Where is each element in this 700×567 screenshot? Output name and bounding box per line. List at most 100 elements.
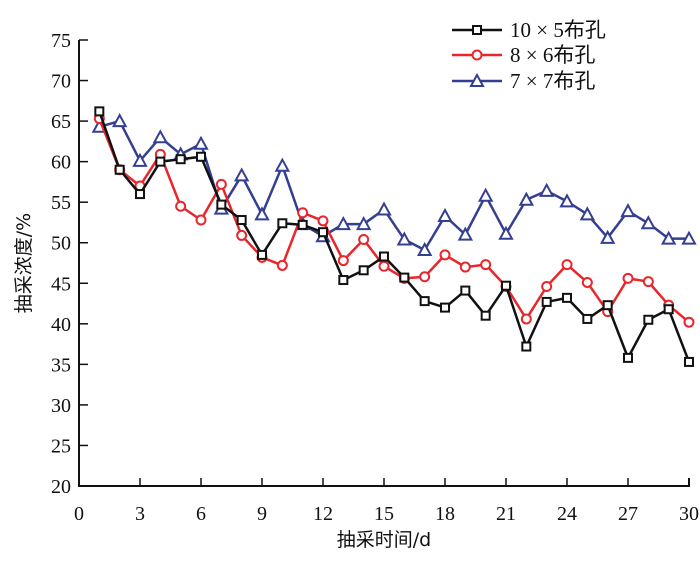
data-point-circle <box>215 178 227 190</box>
data-point-square <box>602 300 613 311</box>
data-point-triangle <box>518 191 535 206</box>
data-point-triangle <box>599 229 616 244</box>
data-point-square <box>440 302 450 313</box>
y-tick-label: 45 <box>51 273 71 295</box>
x-tick-label: 21 <box>496 503 516 525</box>
y-tick-label: 70 <box>51 71 71 93</box>
legend-square-marker-icon <box>472 25 482 35</box>
data-point-square <box>175 154 186 165</box>
data-point-square <box>399 272 410 283</box>
data-point-triangle <box>396 231 413 246</box>
y-tick-label: 40 <box>51 314 71 336</box>
data-point-square <box>521 341 532 352</box>
x-tick-label: 24 <box>557 503 577 525</box>
y-tick-label: 25 <box>51 435 71 457</box>
data-point-square <box>155 156 166 167</box>
data-point-circle <box>419 271 431 283</box>
data-point-circle <box>317 215 329 227</box>
series-triangle <box>91 113 697 257</box>
data-point-triangle <box>681 230 697 245</box>
data-point-circle <box>297 207 309 219</box>
x-tick-label: 0 <box>74 503 84 525</box>
data-point-triangle <box>274 157 291 172</box>
data-point-square <box>196 151 206 162</box>
data-point-triangle <box>579 206 596 221</box>
data-point-triangle <box>335 215 352 231</box>
data-point-square <box>318 227 328 238</box>
data-point-triangle <box>559 193 575 208</box>
x-tick-label: 18 <box>435 503 455 525</box>
legend-label-10x5: 10 × 5布孔 <box>510 18 606 42</box>
x-tick-label: 30 <box>679 503 699 525</box>
data-point-circle <box>459 261 471 273</box>
data-point-triangle <box>477 187 494 202</box>
series-square <box>94 106 694 367</box>
data-point-triangle <box>640 215 657 230</box>
y-tick-label: 65 <box>51 111 71 133</box>
data-point-square <box>480 310 491 321</box>
x-tick-label: 6 <box>196 503 206 525</box>
y-tick-label: 55 <box>51 192 71 214</box>
x-tick-label: 15 <box>374 503 394 525</box>
data-point-triangle <box>620 203 636 218</box>
data-point-square <box>623 352 633 363</box>
data-point-circle <box>642 276 654 288</box>
data-point-circle <box>195 214 207 226</box>
data-point-square <box>663 304 674 315</box>
y-tick-label: 30 <box>51 395 71 417</box>
data-point-square <box>582 313 593 324</box>
y-tick-label: 35 <box>51 354 71 376</box>
data-point-triangle <box>437 207 453 222</box>
data-point-triangle <box>355 215 372 231</box>
data-point-square <box>297 219 308 230</box>
data-point-circle <box>520 313 532 325</box>
data-point-square <box>94 106 105 117</box>
x-tick-label: 27 <box>618 503 638 525</box>
data-point-circle <box>581 276 593 288</box>
data-point-triangle <box>376 201 392 216</box>
data-point-square <box>338 275 349 286</box>
y-axis-ticks: 20 25 30 35 40 45 50 55 60 65 70 75 <box>51 30 88 498</box>
series-circle <box>93 113 695 328</box>
y-tick-label: 50 <box>51 233 71 255</box>
data-point-triangle <box>233 167 250 182</box>
data-point-square <box>379 251 389 262</box>
data-point-circle <box>439 249 451 261</box>
data-point-triangle <box>457 226 474 241</box>
data-point-square <box>541 296 552 307</box>
data-point-circle <box>683 316 695 328</box>
data-point-square <box>643 314 654 325</box>
data-point-triangle <box>254 206 270 221</box>
y-tick-label: 60 <box>51 152 71 174</box>
legend-circle-marker-icon <box>471 49 483 61</box>
data-point-triangle <box>538 182 555 197</box>
series-group <box>91 106 697 367</box>
legend-label-8x6: 8 × 6布孔 <box>510 43 595 67</box>
data-point-square <box>216 199 227 210</box>
data-point-triangle <box>193 135 209 150</box>
legend-item-10x5: 10 × 5布孔 <box>452 18 606 42</box>
data-point-triangle <box>660 230 677 245</box>
data-point-circle <box>541 281 553 293</box>
series-line <box>98 118 690 324</box>
y-tick-label: 20 <box>51 476 71 498</box>
data-point-square <box>501 280 511 291</box>
data-point-triangle <box>152 129 169 144</box>
data-point-square <box>236 215 247 226</box>
data-point-circle <box>337 255 349 267</box>
x-tick-label: 3 <box>135 503 145 525</box>
x-axis-title: 抽采时间/d <box>337 529 431 551</box>
legend-triangle-marker-icon <box>469 72 485 87</box>
data-point-triangle <box>498 225 514 240</box>
data-point-circle <box>358 233 370 245</box>
data-point-square <box>460 285 471 296</box>
legend-item-7x7: 7 × 7布孔 <box>452 69 595 93</box>
x-tick-label: 12 <box>313 503 333 525</box>
data-point-square <box>562 292 572 303</box>
data-point-square <box>684 356 694 367</box>
data-point-triangle <box>111 113 128 128</box>
legend-item-8x6: 8 × 6布孔 <box>452 43 595 67</box>
data-point-square <box>419 296 430 307</box>
data-point-circle <box>378 260 390 272</box>
legend: 10 × 5布孔 8 × 6布孔 7 × 7布孔 <box>452 18 606 93</box>
